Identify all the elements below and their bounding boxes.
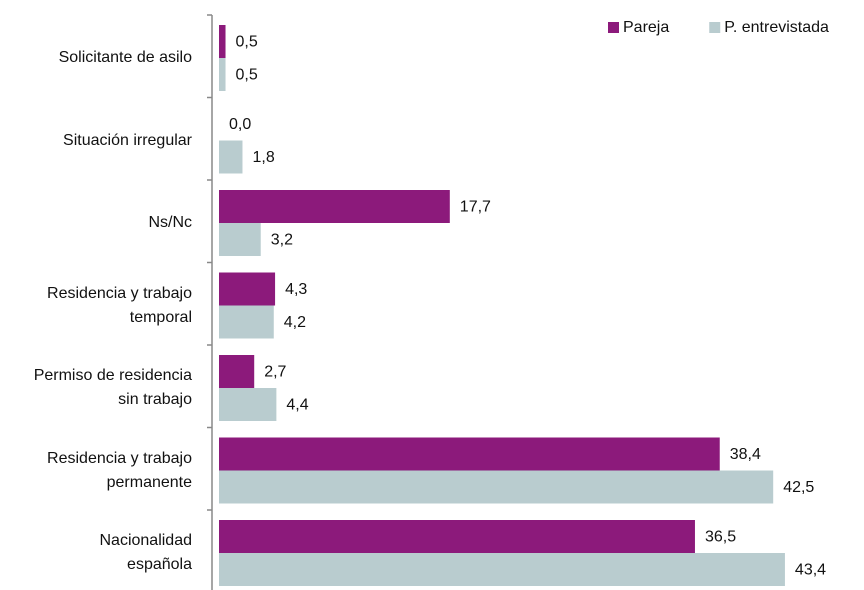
- legend-swatch: [608, 22, 619, 33]
- category-label: Ns/Nc: [148, 214, 192, 231]
- value-label: 42,5: [783, 479, 814, 496]
- bar: [219, 305, 274, 339]
- bar: [219, 355, 255, 388]
- value-label: 0,5: [236, 34, 258, 51]
- category-label: Solicitante de asilo: [58, 49, 192, 66]
- bar: [219, 25, 226, 58]
- category-label: Residencia y trabajo temporal: [47, 284, 192, 326]
- value-label: 4,2: [284, 314, 306, 331]
- value-label: 1,8: [252, 149, 274, 166]
- bar: [219, 388, 277, 421]
- category-label: Situación irregular: [63, 131, 192, 149]
- value-label: 3,2: [271, 232, 293, 249]
- value-label: 43,4: [795, 562, 826, 579]
- legend-label: Pareja: [623, 19, 669, 36]
- bar: [219, 470, 774, 504]
- value-label: 36,5: [705, 529, 736, 546]
- value-label: 2,7: [264, 364, 286, 381]
- bar: [219, 190, 450, 223]
- legend-swatch: [709, 22, 721, 33]
- category-label: Permiso de residencia sin trabajo: [33, 367, 192, 408]
- value-label: 0,0: [229, 116, 251, 133]
- bar: [219, 140, 243, 174]
- category-label: Residencia y trabajo permanente: [47, 449, 192, 491]
- bar: [219, 437, 720, 471]
- bar: [219, 553, 785, 586]
- value-label: 38,4: [730, 446, 761, 463]
- value-label: 4,3: [285, 281, 307, 298]
- legend-label: P. entrevistada: [724, 19, 829, 36]
- category-label: Nacionalidad española: [99, 532, 192, 573]
- bar: [219, 272, 276, 306]
- value-label: 4,4: [286, 397, 308, 414]
- bar: [219, 223, 261, 256]
- bar: [219, 58, 226, 91]
- value-label: 17,7: [460, 199, 491, 216]
- value-label: 0,5: [236, 67, 258, 84]
- bar: [219, 520, 695, 553]
